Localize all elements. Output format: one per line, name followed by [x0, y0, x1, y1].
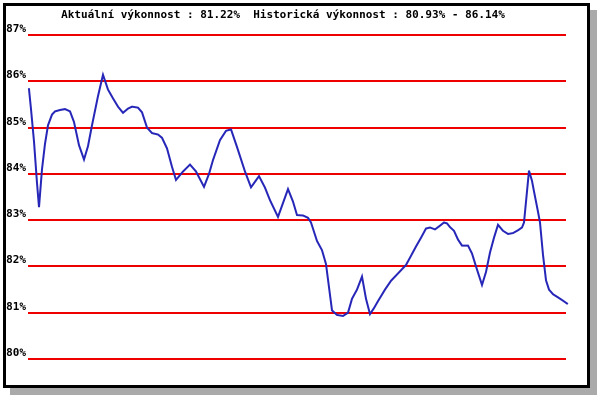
y-tick-label-83: 83%	[6, 207, 26, 221]
gridline-80	[28, 358, 566, 360]
y-tick-label-87: 87%	[6, 22, 26, 35]
gridline-84	[28, 172, 566, 175]
chart-frame	[3, 3, 590, 388]
gridline-86	[28, 80, 566, 83]
y-tick-label-81: 81%	[6, 299, 26, 313]
gridline-83	[28, 219, 566, 222]
y-tick-label-84: 84%	[6, 160, 26, 174]
gridline-82	[28, 265, 566, 268]
y-tick-label-86: 86%	[6, 68, 26, 82]
chart-title: Aktuální výkonnost : 81.22% Historická v…	[61, 8, 505, 21]
y-tick-label-85: 85%	[6, 114, 26, 128]
y-tick-label-80: 80%	[6, 346, 26, 359]
performance-line	[27, 71, 569, 318]
gridline-85	[28, 126, 566, 129]
gridline-87	[28, 34, 566, 36]
gridline-81	[28, 311, 566, 314]
y-tick-label-82: 82%	[6, 253, 26, 267]
